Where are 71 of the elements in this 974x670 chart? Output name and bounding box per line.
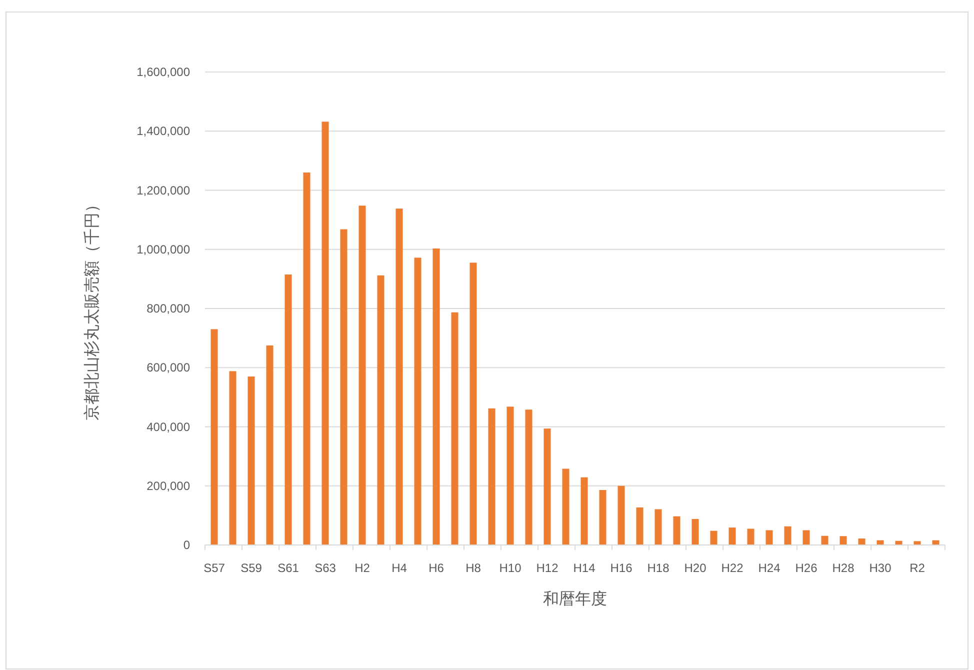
bar bbox=[858, 538, 866, 545]
x-axis-title: 和暦年度 bbox=[543, 590, 607, 608]
bar bbox=[544, 428, 551, 545]
bar bbox=[284, 274, 292, 545]
y-tick-label: 200,000 bbox=[146, 478, 190, 493]
bar bbox=[840, 536, 847, 545]
x-tick-label: H4 bbox=[392, 561, 408, 575]
bar bbox=[396, 208, 403, 545]
x-tick-label: H16 bbox=[610, 561, 633, 575]
bar bbox=[229, 371, 236, 545]
x-tick-label: S61 bbox=[278, 561, 300, 575]
y-axis-title: 京都北山杉丸太販売額（千円） bbox=[83, 196, 101, 420]
bar bbox=[618, 486, 625, 545]
bar bbox=[451, 312, 458, 545]
x-tick-label: H14 bbox=[573, 561, 596, 575]
bar bbox=[895, 540, 902, 545]
bar bbox=[322, 122, 329, 545]
bar bbox=[248, 376, 255, 545]
bar bbox=[914, 541, 921, 545]
x-tick-label: H20 bbox=[684, 561, 707, 575]
bar bbox=[414, 258, 422, 545]
x-tick-label: H28 bbox=[832, 561, 855, 575]
bar bbox=[562, 468, 570, 545]
x-tick-label: H12 bbox=[536, 561, 559, 575]
x-tick-label: H10 bbox=[499, 561, 522, 575]
bar bbox=[470, 262, 477, 545]
x-tick-label: H22 bbox=[721, 561, 744, 575]
y-tick-label: 0 bbox=[183, 538, 190, 552]
bar bbox=[673, 516, 680, 545]
bar bbox=[210, 329, 218, 545]
x-tick-label: S59 bbox=[240, 561, 262, 575]
y-tick-label: 1,400,000 bbox=[136, 124, 190, 138]
bar bbox=[747, 528, 754, 545]
bar bbox=[766, 530, 773, 545]
bar bbox=[710, 530, 718, 545]
bar bbox=[266, 345, 274, 545]
bar bbox=[802, 530, 810, 545]
x-tick-label: S57 bbox=[204, 561, 226, 575]
bar bbox=[340, 229, 348, 545]
bar bbox=[377, 275, 384, 545]
bar bbox=[303, 172, 310, 545]
bar bbox=[599, 490, 606, 545]
bar bbox=[488, 408, 496, 545]
bar bbox=[580, 477, 588, 545]
bar bbox=[784, 526, 792, 545]
y-tick-label: 400,000 bbox=[146, 420, 190, 434]
x-tick-label: H26 bbox=[795, 561, 818, 575]
x-tick-label: H6 bbox=[428, 561, 444, 575]
bar bbox=[821, 536, 828, 545]
bar bbox=[654, 509, 662, 545]
x-tick-label: R2 bbox=[910, 561, 926, 575]
x-tick-label: H8 bbox=[466, 561, 482, 575]
y-tick-label: 600,000 bbox=[146, 360, 190, 375]
y-tick-label: 1,000,000 bbox=[136, 242, 190, 256]
bar bbox=[506, 406, 514, 545]
bar bbox=[358, 206, 366, 545]
x-tick-label: H24 bbox=[758, 561, 781, 575]
bar bbox=[728, 528, 736, 545]
x-tick-label: H30 bbox=[869, 561, 892, 575]
x-tick-label: S63 bbox=[314, 561, 336, 575]
bar bbox=[636, 507, 644, 545]
bar bbox=[692, 518, 699, 545]
x-tick-label: H2 bbox=[354, 561, 370, 575]
y-tick-label: 1,600,000 bbox=[136, 65, 190, 79]
bar bbox=[432, 248, 440, 545]
bar bbox=[876, 540, 884, 545]
y-tick-label: 1,200,000 bbox=[136, 183, 190, 198]
bar bbox=[932, 540, 940, 545]
x-tick-label: H18 bbox=[647, 561, 670, 575]
y-tick-label: 800,000 bbox=[146, 302, 190, 316]
bar bbox=[525, 410, 532, 545]
